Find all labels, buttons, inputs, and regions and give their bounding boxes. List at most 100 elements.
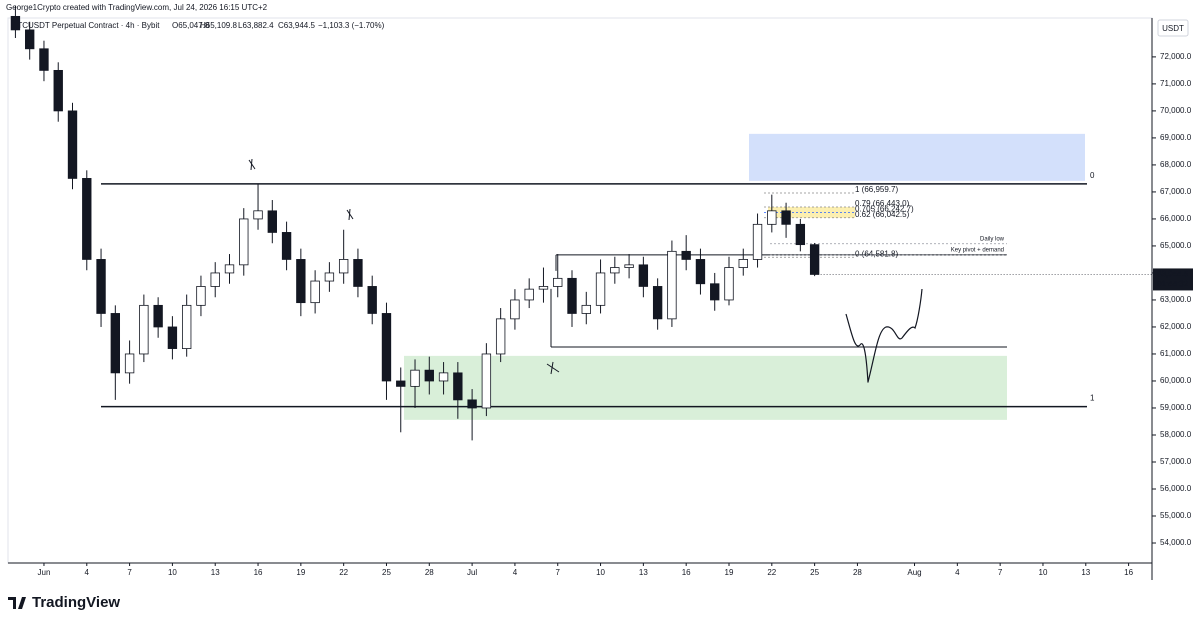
candle-body	[338, 259, 349, 274]
y-tick-label: 67,000.0	[1160, 187, 1192, 196]
candle	[310, 270, 320, 314]
candle-body	[210, 272, 220, 287]
y-tick-label: 66,000.0	[1160, 214, 1192, 223]
candle-body	[481, 353, 492, 409]
candle	[224, 254, 235, 284]
candle	[438, 362, 449, 395]
y-tick-label: 61,000.0	[1160, 349, 1192, 358]
candle	[96, 248, 106, 327]
x-tick-label: 19	[725, 568, 734, 577]
candle-body	[467, 399, 477, 409]
y-tick-label: 54,000.0	[1160, 538, 1192, 547]
candle-body	[310, 280, 320, 304]
note-label: Daily low	[980, 236, 1005, 242]
candle-body	[638, 264, 649, 287]
x-tick-label: 19	[296, 568, 305, 577]
candle	[681, 235, 691, 271]
x-tick-label: 13	[211, 568, 220, 577]
candle	[381, 302, 392, 400]
y-tick-label: 69,000.0	[1160, 133, 1192, 142]
candle-body	[567, 277, 577, 314]
candle-body	[553, 277, 563, 287]
candle	[481, 343, 492, 417]
candle	[296, 248, 306, 317]
candle	[167, 316, 178, 360]
candle-body	[581, 304, 591, 314]
candle	[53, 62, 63, 122]
x-tick-label: 10	[596, 568, 605, 577]
candle	[67, 102, 78, 190]
x-tick-label: 22	[339, 568, 348, 577]
candle	[724, 256, 734, 306]
y-tick-label: 65,000.0	[1160, 241, 1192, 250]
credit: George1Crypto created with TradingView.c…	[6, 3, 268, 12]
level-label: 1	[1090, 394, 1095, 403]
countdown: 01:44:32	[1157, 280, 1189, 289]
candle-body	[624, 264, 634, 268]
candle	[738, 248, 748, 276]
candle-body	[610, 267, 620, 274]
candle	[610, 256, 620, 284]
y-tick-label: 63,000.0	[1160, 295, 1192, 304]
candle-body	[324, 272, 335, 282]
candle	[253, 183, 263, 230]
candle-body	[253, 210, 263, 220]
ohlc-low: L63,882.4	[238, 21, 274, 30]
x-tick-label: 4	[513, 568, 518, 577]
ohlc-change: −1,103.3 (−1.70%)	[318, 21, 385, 30]
candle	[467, 389, 477, 441]
candle-body	[239, 218, 249, 266]
candle-body	[181, 304, 192, 349]
x-tick-label: 13	[639, 568, 648, 577]
y-tick-label: 59,000.0	[1160, 403, 1192, 412]
x-tick-label: 16	[682, 568, 691, 577]
x-tick-label: 28	[853, 568, 862, 577]
candle-body	[196, 286, 206, 306]
projection-sketch	[845, 288, 923, 383]
candle	[396, 367, 406, 433]
candle-body	[510, 299, 520, 320]
candle-body	[67, 110, 78, 179]
candle	[553, 254, 563, 298]
candle-body	[424, 369, 434, 382]
candle	[567, 270, 577, 327]
candle-body	[453, 372, 463, 401]
candle-body	[110, 313, 121, 374]
candle	[353, 248, 363, 298]
candle-body	[396, 380, 406, 387]
candle-body	[96, 259, 106, 314]
candle-body	[595, 272, 606, 306]
symbol: BTCUSDT Perpetual Contract · 4h · Bybit	[12, 21, 160, 30]
y-tick-label: 72,000.0	[1160, 52, 1192, 61]
candle	[752, 213, 763, 268]
candle-body	[10, 15, 21, 31]
candle	[638, 256, 649, 298]
candle	[695, 248, 706, 295]
candle	[524, 278, 534, 309]
candle-body	[809, 244, 820, 275]
candle	[153, 297, 163, 338]
fib-label: 0.62 (66,042.5)	[855, 210, 910, 219]
x-tick-label: Aug	[907, 568, 921, 577]
x-tick-label: 28	[425, 568, 434, 577]
candle	[495, 308, 506, 363]
ohlc-high: H65,109.8	[200, 21, 237, 30]
x-tick-label: 7	[556, 568, 561, 577]
candle	[510, 289, 520, 330]
x-tick-label: 4	[85, 568, 90, 577]
candle	[767, 194, 777, 233]
fib-zone	[768, 206, 855, 218]
candle-body	[667, 250, 677, 320]
x-tick-label: 13	[1081, 568, 1090, 577]
candle-body	[82, 178, 92, 260]
y-tick-label: 60,000.0	[1160, 376, 1192, 385]
candle-body	[795, 223, 806, 246]
candle	[124, 340, 135, 384]
x-tick-label: Jul	[467, 568, 477, 577]
candle	[267, 200, 277, 244]
candle	[624, 254, 634, 279]
x-tick-label: 25	[382, 568, 391, 577]
last-price-box	[1153, 268, 1193, 291]
